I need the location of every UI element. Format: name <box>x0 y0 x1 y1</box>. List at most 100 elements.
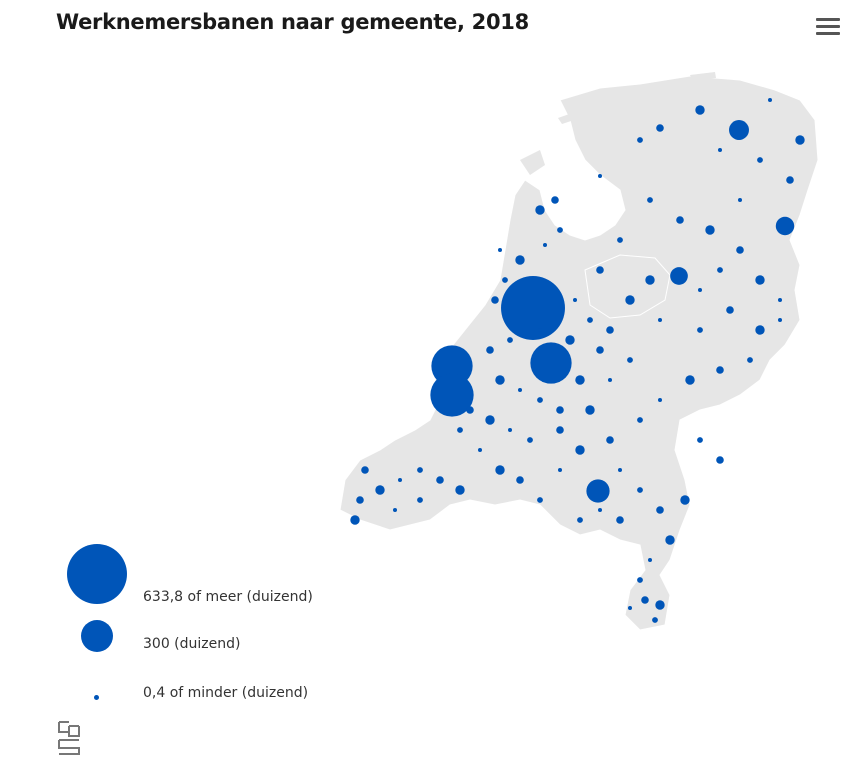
municipality-bubble[interactable] <box>393 508 397 512</box>
municipality-bubble[interactable] <box>637 137 643 143</box>
municipality-bubble[interactable] <box>538 328 542 332</box>
municipality-bubble[interactable] <box>356 496 364 504</box>
municipality-bubble[interactable] <box>685 375 695 385</box>
municipality-bubble[interactable] <box>573 298 577 302</box>
municipality-bubble[interactable] <box>658 398 662 402</box>
municipality-bubble[interactable] <box>530 342 572 384</box>
municipality-bubble[interactable] <box>717 267 723 273</box>
municipality-bubble[interactable] <box>457 427 463 433</box>
municipality-bubble[interactable] <box>430 373 474 417</box>
municipality-bubble[interactable] <box>641 596 649 604</box>
municipality-bubble[interactable] <box>658 318 662 322</box>
municipality-bubble[interactable] <box>795 135 805 145</box>
municipality-bubble[interactable] <box>768 98 772 102</box>
municipality-bubble[interactable] <box>507 337 513 343</box>
municipality-bubble[interactable] <box>698 288 702 292</box>
municipality-bubble[interactable] <box>616 516 624 524</box>
municipality-bubble[interactable] <box>585 405 595 415</box>
municipality-bubble[interactable] <box>350 515 360 525</box>
municipality-bubble[interactable] <box>778 318 782 322</box>
municipality-bubble[interactable] <box>726 306 734 314</box>
municipality-bubble[interactable] <box>466 406 474 414</box>
municipality-bubble[interactable] <box>697 327 703 333</box>
municipality-bubble[interactable] <box>665 535 675 545</box>
municipality-bubble[interactable] <box>502 277 508 283</box>
municipality-bubble[interactable] <box>516 476 524 484</box>
municipality-bubble[interactable] <box>486 346 494 354</box>
municipality-bubble[interactable] <box>535 205 545 215</box>
municipality-bubble[interactable] <box>617 237 623 243</box>
municipality-bubble[interactable] <box>501 276 565 340</box>
municipality-bubble[interactable] <box>556 426 564 434</box>
municipality-bubble[interactable] <box>375 485 385 495</box>
municipality-bubble[interactable] <box>575 445 585 455</box>
municipality-bubble[interactable] <box>575 375 585 385</box>
municipality-bubble[interactable] <box>738 198 742 202</box>
municipality-bubble[interactable] <box>587 317 593 323</box>
municipality-bubble[interactable] <box>652 617 658 623</box>
municipality-bubble[interactable] <box>537 397 543 403</box>
municipality-bubble[interactable] <box>716 456 724 464</box>
municipality-bubble[interactable] <box>736 246 744 254</box>
municipality-bubble[interactable] <box>537 497 543 503</box>
municipality-bubble[interactable] <box>755 325 765 335</box>
municipality-bubble[interactable] <box>670 267 688 285</box>
municipality-bubble[interactable] <box>716 366 724 374</box>
municipality-bubble[interactable] <box>625 295 635 305</box>
municipality-bubble[interactable] <box>417 497 423 503</box>
municipality-bubble[interactable] <box>656 124 664 132</box>
municipality-bubble[interactable] <box>436 476 444 484</box>
municipality-bubble[interactable] <box>565 335 575 345</box>
municipality-bubble[interactable] <box>778 298 782 302</box>
municipality-bubble[interactable] <box>398 478 402 482</box>
municipality-bubble[interactable] <box>598 508 602 512</box>
municipality-bubble[interactable] <box>747 357 753 363</box>
municipality-bubble[interactable] <box>551 196 559 204</box>
municipality-bubble[interactable] <box>775 216 795 236</box>
municipality-bubble[interactable] <box>361 466 369 474</box>
municipality-bubble[interactable] <box>478 448 482 452</box>
municipality-bubble[interactable] <box>645 275 655 285</box>
municipality-bubble[interactable] <box>648 558 652 562</box>
municipality-bubble[interactable] <box>596 346 604 354</box>
municipality-bubble[interactable] <box>518 388 522 392</box>
municipality-bubble[interactable] <box>757 157 763 163</box>
municipality-bubble[interactable] <box>577 517 583 523</box>
municipality-bubble[interactable] <box>656 506 664 514</box>
municipality-bubble[interactable] <box>495 375 505 385</box>
municipality-bubble[interactable] <box>608 378 612 382</box>
municipality-bubble[interactable] <box>543 243 547 247</box>
municipality-bubble[interactable] <box>637 417 643 423</box>
municipality-bubble[interactable] <box>556 406 564 414</box>
municipality-bubble[interactable] <box>705 225 715 235</box>
municipality-bubble[interactable] <box>786 176 794 184</box>
municipality-bubble[interactable] <box>495 465 505 475</box>
municipality-bubble[interactable] <box>586 479 610 503</box>
municipality-bubble[interactable] <box>515 255 525 265</box>
municipality-bubble[interactable] <box>637 487 643 493</box>
municipality-bubble[interactable] <box>485 415 495 425</box>
municipality-bubble[interactable] <box>508 428 512 432</box>
municipality-bubble[interactable] <box>729 120 749 140</box>
municipality-bubble[interactable] <box>647 197 653 203</box>
municipality-bubble[interactable] <box>755 275 765 285</box>
municipality-bubble[interactable] <box>417 467 423 473</box>
municipality-bubble[interactable] <box>655 600 665 610</box>
municipality-bubble[interactable] <box>558 468 562 472</box>
municipality-bubble[interactable] <box>557 227 563 233</box>
municipality-bubble[interactable] <box>498 248 502 252</box>
municipality-bubble[interactable] <box>628 606 632 610</box>
municipality-bubble[interactable] <box>637 577 643 583</box>
municipality-bubble[interactable] <box>598 174 602 178</box>
municipality-bubble[interactable] <box>491 296 499 304</box>
municipality-bubble[interactable] <box>718 148 722 152</box>
municipality-bubble[interactable] <box>627 357 633 363</box>
municipality-bubble[interactable] <box>695 105 705 115</box>
municipality-bubble[interactable] <box>455 485 465 495</box>
municipality-bubble[interactable] <box>697 437 703 443</box>
municipality-bubble[interactable] <box>680 495 690 505</box>
hamburger-menu-icon[interactable] <box>816 18 840 40</box>
municipality-bubble[interactable] <box>676 216 684 224</box>
municipality-bubble[interactable] <box>527 437 533 443</box>
municipality-bubble[interactable] <box>596 266 604 274</box>
